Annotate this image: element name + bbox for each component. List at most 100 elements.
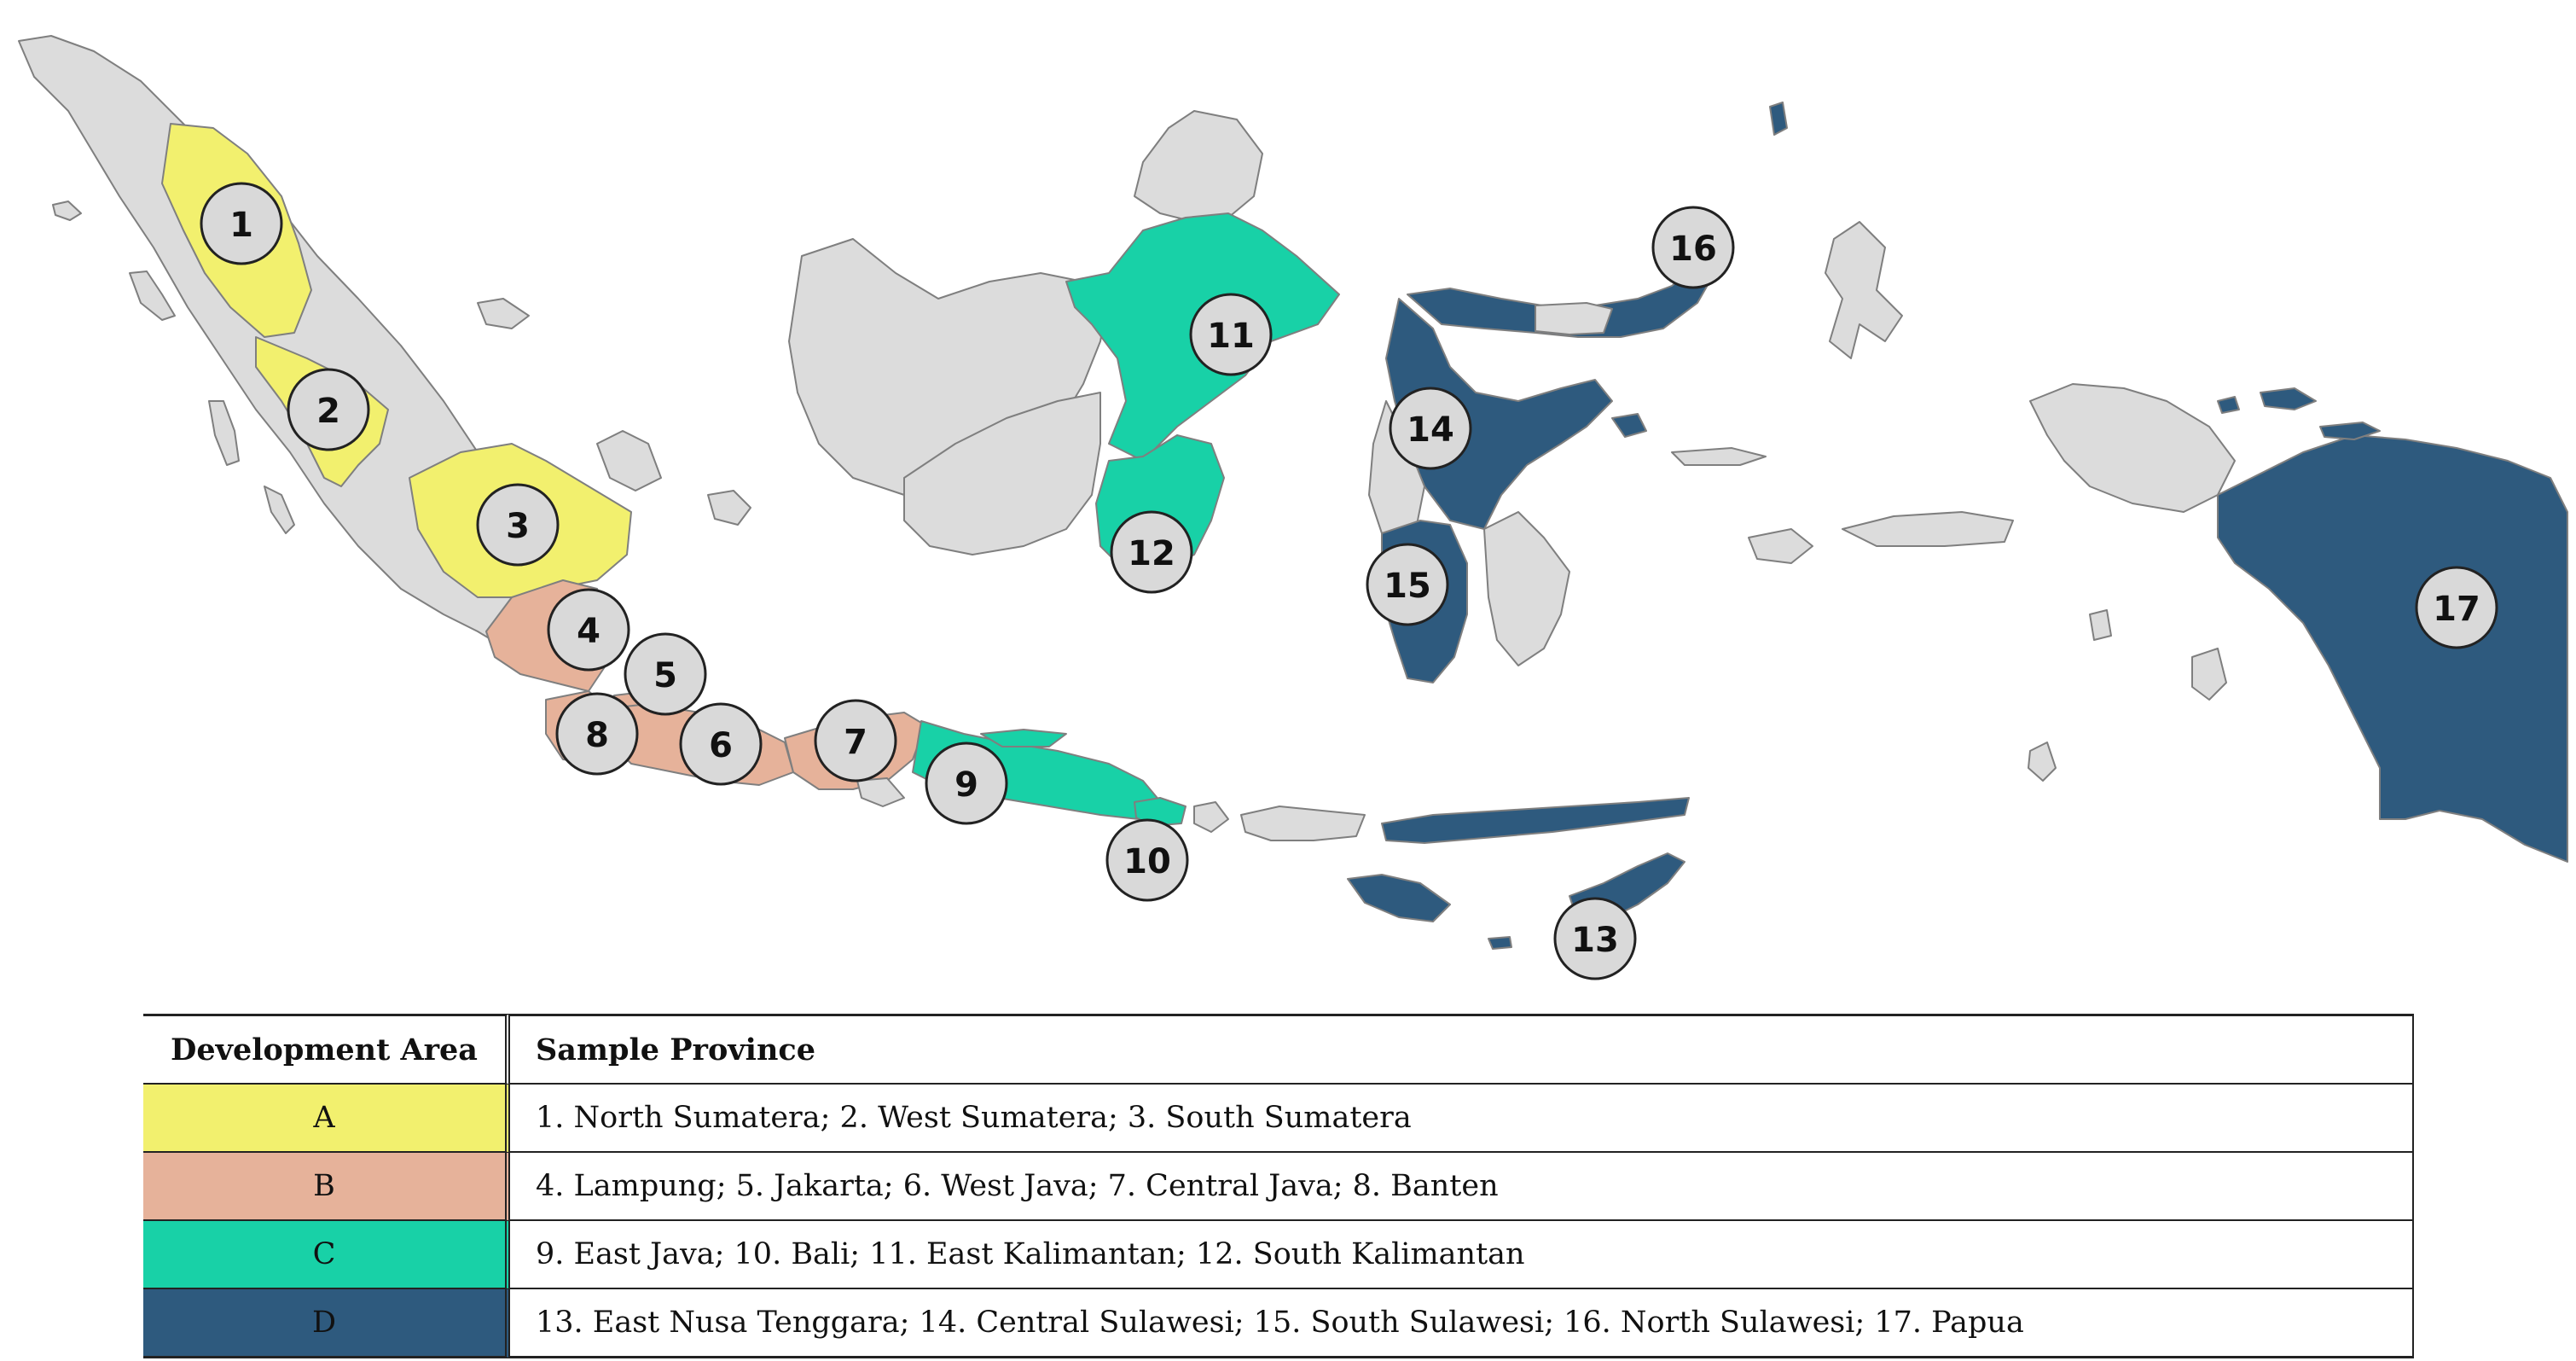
madura-island — [980, 729, 1067, 747]
province-badge-number: 8 — [585, 716, 609, 755]
sangihe-islands — [1769, 102, 1788, 136]
province-badge-number: 12 — [1128, 534, 1175, 573]
province-badge-number: 4 — [577, 612, 600, 651]
banggai-islands — [1611, 413, 1647, 438]
province-badge-number: 14 — [1407, 410, 1454, 450]
province-badge-4: 4 — [547, 588, 630, 672]
legend-header-province: Sample Province — [510, 1014, 2414, 1085]
province-badge-number: 13 — [1571, 921, 1619, 960]
province-badge-circle — [547, 588, 630, 672]
west-papua-region — [2029, 383, 2236, 513]
province-badge-circle — [287, 368, 370, 451]
province-badge-number: 17 — [2433, 590, 2480, 629]
legend-area-d-swatch: D — [143, 1289, 510, 1358]
province-badge-1: 1 — [200, 182, 283, 265]
sumba-island — [1347, 874, 1451, 922]
province-badge-number: 16 — [1669, 230, 1717, 269]
province-badge-number: 11 — [1207, 317, 1255, 356]
province-badge-circle — [1389, 387, 1472, 470]
province-badge-number: 7 — [844, 723, 867, 762]
province-badge-16: 16 — [1651, 206, 1735, 289]
province-badge-circle — [1105, 818, 1189, 902]
province-badge-circle — [624, 632, 707, 716]
riau-islands — [477, 298, 530, 329]
legend-header-row: Development Area Sample Province — [143, 1014, 2414, 1085]
province-badge-number: 1 — [229, 206, 253, 245]
legend-row-c: C 9. East Java; 10. Bali; 11. East Kalim… — [143, 1221, 2414, 1289]
tanimbar-islands — [2028, 742, 2057, 782]
north-kalimantan-region — [1134, 110, 1263, 223]
yapen-island — [2319, 422, 2381, 440]
halmahera-island — [1825, 221, 1903, 359]
province-badge-circle — [1651, 206, 1735, 289]
lombok-island — [1193, 801, 1229, 833]
province-badge-circle — [1110, 510, 1193, 594]
province-badge-7: 7 — [814, 699, 897, 782]
legend-row-d: D 13. East Nusa Tenggara; 14. Central Su… — [143, 1289, 2414, 1358]
province-badge-2: 2 — [287, 368, 370, 451]
province-badge-5: 5 — [624, 632, 707, 716]
legend-row-b: B 4. Lampung; 5. Jakarta; 6. West Java; … — [143, 1153, 2414, 1221]
province-badge-number: 9 — [954, 765, 978, 805]
legend-provinces-b: 4. Lampung; 5. Jakarta; 6. West Java; 7.… — [510, 1153, 2414, 1221]
flores-island — [1381, 797, 1690, 844]
province-badge-number: 15 — [1384, 567, 1431, 606]
mentawai-islands — [208, 400, 240, 466]
legend-header-area: Development Area — [143, 1014, 510, 1085]
buru-island — [1748, 528, 1813, 564]
province-badge-17: 17 — [2415, 566, 2498, 649]
province-badge-circle — [1553, 897, 1637, 980]
province-badge-circle — [814, 699, 897, 782]
sula-islands — [1671, 447, 1767, 466]
province-badge-13: 13 — [1553, 897, 1637, 980]
yogyakarta-region — [856, 777, 905, 807]
kalimantan-south-west — [903, 392, 1101, 555]
province-badge-number: 5 — [653, 656, 677, 695]
seram-island — [1842, 511, 2014, 547]
province-badge-circle — [925, 742, 1008, 825]
province-badge-8: 8 — [555, 692, 639, 776]
province-badge-10: 10 — [1105, 818, 1189, 902]
province-badge-number: 2 — [316, 392, 340, 431]
legend-area-a-swatch: A — [143, 1085, 510, 1153]
province-badge-12: 12 — [1110, 510, 1193, 594]
province-badge-circle — [1189, 293, 1273, 376]
raja-ampat-island — [2217, 396, 2240, 414]
savu-island — [1488, 936, 1512, 950]
legend-table: Development Area Sample Province A 1. No… — [143, 1014, 2414, 1358]
legend-provinces-c: 9. East Java; 10. Bali; 11. East Kaliman… — [510, 1221, 2414, 1289]
aru-islands — [2191, 648, 2227, 701]
province-badge-14: 14 — [1389, 387, 1472, 470]
province-badge-circle — [1366, 543, 1449, 626]
province-badge-number: 6 — [709, 726, 733, 765]
bangka-island — [596, 430, 662, 491]
legend-area-b-swatch: B — [143, 1153, 510, 1221]
nias-island — [129, 270, 176, 321]
legend-row-a: A 1. North Sumatera; 2. West Sumatera; 3… — [143, 1085, 2414, 1153]
legend-area-c-swatch: C — [143, 1221, 510, 1289]
province-badge-9: 9 — [925, 742, 1008, 825]
province-badge-circle — [2415, 566, 2498, 649]
sumbawa-island — [1240, 806, 1366, 841]
province-badge-15: 15 — [1366, 543, 1449, 626]
province-badge-circle — [555, 692, 639, 776]
province-badge-number: 10 — [1123, 842, 1171, 881]
province-badge-3: 3 — [476, 483, 560, 567]
gorontalo-region — [1535, 302, 1613, 335]
province-badge-11: 11 — [1189, 293, 1273, 376]
simeulue-island — [52, 201, 82, 221]
province-badge-6: 6 — [679, 702, 763, 786]
province-badge-circle — [679, 702, 763, 786]
biak-island — [2260, 387, 2317, 410]
belitung-island — [707, 490, 751, 526]
papua-region — [2217, 434, 2568, 863]
province-badge-circle — [200, 182, 283, 265]
kai-islands — [2089, 609, 2112, 641]
province-badge-circle — [476, 483, 560, 567]
southeast-sulawesi-region — [1483, 511, 1570, 666]
siberut-island — [264, 486, 295, 534]
legend-provinces-a: 1. North Sumatera; 2. West Sumatera; 3. … — [510, 1085, 2414, 1153]
legend-provinces-d: 13. East Nusa Tenggara; 14. Central Sula… — [510, 1289, 2414, 1358]
province-badge-number: 3 — [506, 507, 530, 546]
